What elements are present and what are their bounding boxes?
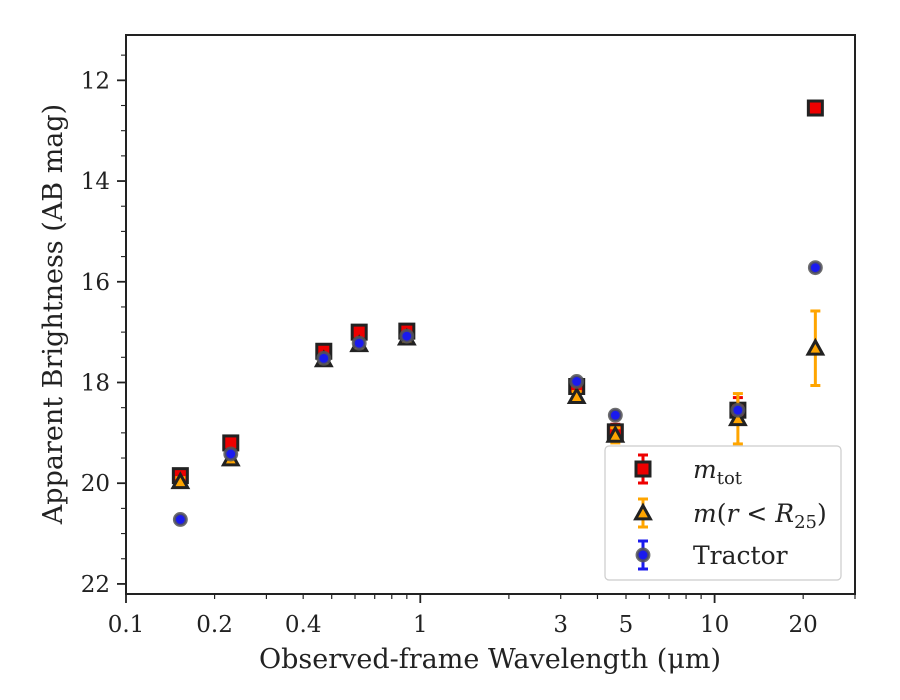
legend-label: Tractor (693, 541, 788, 570)
x-tick-label: 20 (789, 612, 818, 638)
triangle-marker (566, 386, 587, 404)
y-tick-label: 14 (81, 169, 110, 195)
data-point (569, 374, 585, 389)
y-tick-label: 16 (81, 270, 110, 296)
x-tick-label: 10 (700, 612, 729, 638)
circle-marker (569, 374, 585, 389)
legend-box (604, 445, 842, 581)
y-axis-title: Apparent Brightness (AB mag) (38, 104, 69, 525)
circle-marker (730, 402, 746, 418)
x-tick-label: 0.4 (285, 612, 322, 638)
data-point (566, 386, 587, 404)
legend-entry: Tractor (635, 539, 788, 571)
data-point (605, 424, 626, 445)
legend-label: m(r < R25) (693, 499, 827, 533)
x-tick-label: 1 (413, 612, 428, 638)
data-point (805, 309, 826, 388)
legend-entry: mtot (634, 453, 743, 489)
data-point (807, 260, 823, 276)
circle-marker (351, 335, 367, 351)
square-marker (806, 99, 824, 117)
x-tick-label: 3 (553, 612, 568, 638)
y-tick-label: 20 (81, 471, 110, 497)
x-axis: 0.1 0.2 0.4 1 3 5 10 20 (108, 594, 856, 638)
data-point (223, 446, 239, 462)
data-point (399, 328, 415, 344)
data-point (730, 402, 746, 418)
circle-marker (635, 547, 651, 563)
triangle-marker (633, 502, 653, 521)
triangle-marker (605, 424, 626, 443)
series-square (171, 99, 824, 485)
circle-marker (607, 407, 623, 423)
y-tick-label: 18 (81, 370, 110, 396)
x-tick-label: 0.2 (196, 612, 233, 638)
legend: mtot m(r < R25) Tractor (604, 445, 842, 581)
series-circle (172, 260, 823, 527)
data-point (351, 335, 367, 351)
plot-frame (125, 34, 856, 595)
circle-marker (316, 350, 332, 366)
triangle-marker (805, 337, 826, 356)
square-marker (634, 460, 652, 478)
legend-label: mtot (693, 455, 743, 489)
triangle-marker (170, 471, 191, 490)
data-point (316, 350, 332, 366)
x-tick-label: 0.1 (108, 612, 145, 638)
y-tick-label: 12 (81, 68, 110, 94)
x-axis-title: Observed-frame Wavelength (μm) (259, 644, 721, 675)
y-tick-label: 22 (81, 572, 110, 598)
data-point (806, 99, 824, 117)
data-point (607, 407, 623, 423)
circle-marker (807, 260, 823, 276)
circle-marker (223, 446, 239, 462)
data-markers (170, 99, 826, 527)
triangle-marker (727, 408, 748, 427)
circle-marker (172, 512, 188, 527)
circle-marker (399, 328, 415, 344)
data-point (727, 392, 748, 446)
legend-entry: m(r < R25) (633, 497, 827, 533)
x-tick-label: 5 (619, 612, 634, 638)
data-point (170, 471, 191, 490)
y-axis: 12 14 16 18 20 22 (81, 54, 126, 598)
data-point (172, 512, 188, 527)
